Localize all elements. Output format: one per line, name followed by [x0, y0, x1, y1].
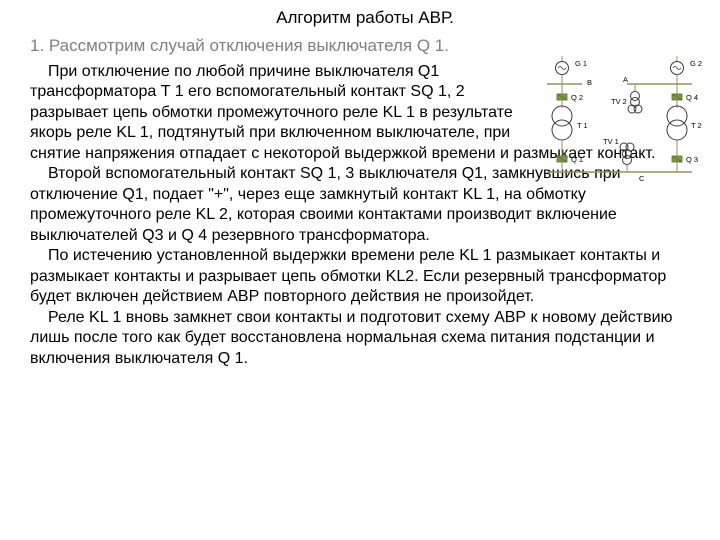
para-3: По истечению установленной выдержки врем…: [30, 246, 700, 307]
schematic-diagram: G 1 G 2 B A Q 2: [527, 54, 702, 194]
label-g1: G 1: [575, 59, 587, 68]
label-t1: T 1: [577, 121, 588, 130]
case-heading: 1. Рассмотрим случай отключения выключат…: [30, 36, 700, 56]
label-tv1: TV 1: [603, 137, 619, 146]
label-q1: Q 1: [571, 155, 583, 164]
label-q2: Q 2: [571, 93, 583, 102]
label-t2: T 2: [691, 121, 702, 130]
page-title: Алгоритм работы АВР.: [30, 8, 700, 28]
label-g2: G 2: [690, 59, 702, 68]
label-bus-a: A: [623, 75, 628, 84]
label-bus-c: C: [639, 174, 645, 183]
label-bus-b: B: [587, 78, 592, 87]
para-1a: При отключение по любой причине выключат…: [30, 62, 535, 144]
para-4: Реле KL 1 вновь замкнет свои контакты и …: [30, 308, 700, 369]
label-tv2: TV 2: [611, 97, 627, 106]
label-q3: Q 3: [686, 155, 698, 164]
label-q4: Q 4: [686, 93, 698, 102]
